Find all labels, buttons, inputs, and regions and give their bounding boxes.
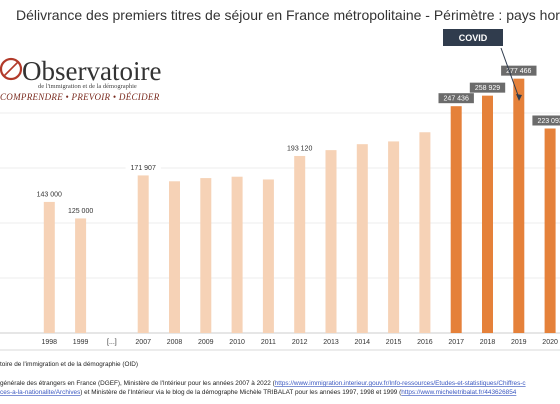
data-label-2007: 171 907 [131, 165, 156, 172]
x-tick-1999: 1999 [73, 339, 89, 346]
bar-2017 [450, 106, 462, 333]
data-label-2019: 277 466 [506, 68, 531, 75]
bar-1999 [75, 218, 87, 333]
x-axis-ticks: 1998 1999 [...] 2007 2008 2009 2010 2011 2012 201… [42, 339, 558, 346]
bar-2020 [544, 128, 556, 333]
bar-2012 [294, 155, 306, 333]
covid-arrow [500, 47, 520, 99]
bar-1998 [43, 201, 55, 333]
data-label-2017: 247 436 [444, 96, 469, 103]
x-tick-2015: 2015 [386, 339, 402, 346]
chart-title: Délivrance des premiers titres de séjour… [16, 7, 560, 23]
data-label-bg-1999 [62, 205, 99, 216]
data-label-bg-2007 [125, 162, 161, 173]
x-tick-2013: 2013 [323, 339, 339, 346]
x-tick-2017: 2017 [448, 339, 464, 346]
x-tick-2012: 2012 [292, 339, 308, 346]
x-tick-1998: 1998 [42, 339, 58, 346]
data-label-2018: 258 929 [475, 85, 500, 92]
bar-2013 [325, 150, 337, 333]
gridlines [0, 112, 560, 334]
x-tick-2019: 2019 [511, 339, 527, 346]
data-label-2020: 223 093 [537, 118, 560, 125]
footer-source-1: toire de l'immigration et de la démograp… [0, 361, 138, 368]
logo-name: Observatoire [22, 56, 161, 86]
bar-2008 [169, 181, 180, 333]
bar-2018 [482, 95, 493, 334]
bar-2019 [513, 78, 525, 334]
logo: Observatoire de l'immigration et de la d… [0, 56, 161, 102]
data-label-1998: 143 000 [37, 191, 62, 198]
covid-label: COVID [459, 33, 488, 43]
bar-2009 [200, 178, 212, 333]
bar-2016 [419, 132, 431, 333]
x-tick-2010: 2010 [229, 339, 245, 346]
x-tick-2007: 2007 [135, 339, 151, 346]
covid-arrowhead [516, 94, 522, 101]
logo-globe-icon-line [3, 61, 19, 77]
data-labels: 143 000 125 000 171 907 193 120 247 436 258 9… [31, 65, 560, 216]
x-tick-2014: 2014 [355, 339, 371, 346]
bar-series [43, 78, 556, 334]
data-label-bg-2017 [438, 93, 474, 104]
covid-annotation: COVID [443, 29, 522, 101]
bar-2015 [388, 141, 400, 333]
bar-2010 [231, 176, 243, 333]
footer-link-2[interactable]: ces-a-la-nationalite/Archives [0, 389, 80, 396]
data-label-bg-2020 [532, 115, 560, 126]
bar-2011 [262, 179, 274, 333]
footer-source-3: ces-a-la-nationalite/Archives) et Minist… [0, 389, 517, 396]
footer-link-3[interactable]: https://www.micheletribalat.fr/443626854 [401, 389, 517, 396]
covid-box [443, 29, 503, 46]
logo-subtitle: de l'immigration et de la démographie [38, 83, 137, 90]
x-tick-2016: 2016 [417, 339, 433, 346]
data-label-bg-2012 [282, 142, 318, 153]
data-label-bg-2018 [469, 82, 506, 93]
footer-source-3-text: ) et Ministère de l'Intérieur via le blo… [80, 389, 402, 396]
footer-source-2-text: générale des étrangers en France (DGEF),… [0, 380, 276, 387]
bar-2007 [137, 175, 149, 333]
footer-source-2: générale des étrangers en France (DGEF),… [0, 380, 526, 387]
data-label-bg-2019 [501, 65, 537, 76]
x-tick-2020: 2020 [542, 339, 558, 346]
data-label-1999: 125 000 [68, 208, 93, 215]
x-tick-2008: 2008 [167, 339, 183, 346]
bar-2014 [356, 144, 368, 333]
footer-link-1[interactable]: https://www.immigration.interieur.gouv.f… [275, 380, 527, 387]
logo-tagline: COMPRENDRE • PREVOIR • DÉCIDER [0, 92, 160, 102]
logo-globe-icon [0, 57, 23, 81]
x-tick-[...]: [...] [107, 339, 117, 346]
x-tick-2009: 2009 [198, 339, 214, 346]
x-tick-2011: 2011 [261, 339, 276, 346]
x-tick-2018: 2018 [480, 339, 496, 346]
data-label-2012: 193 120 [287, 145, 312, 152]
data-label-bg-1998 [31, 188, 68, 199]
